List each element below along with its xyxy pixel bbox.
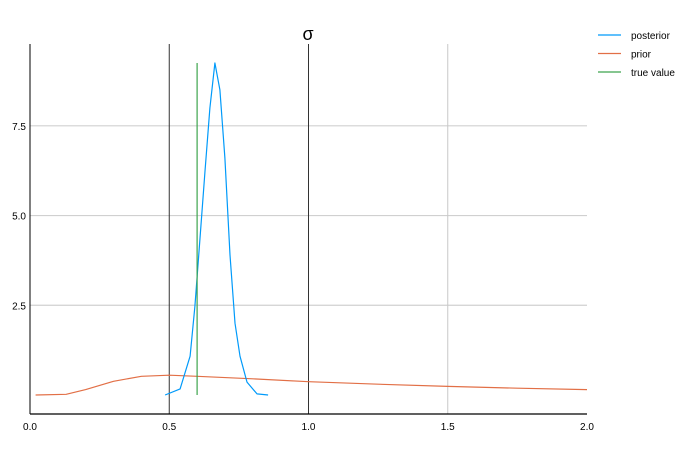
grid — [30, 44, 587, 414]
y-tick-label: 2.5 — [12, 301, 26, 312]
x-tick-label: 1.5 — [441, 422, 455, 433]
x-tick-label: 0.5 — [162, 422, 176, 433]
x-tick-label: 0.0 — [23, 422, 37, 433]
y-tick-label: 5.0 — [12, 212, 26, 223]
chart-title: σ — [302, 24, 313, 44]
series-layer — [35, 62, 588, 396]
axes: 2.5 5.0 7.5 0.0 0.5 1.0 1.5 2.0 — [12, 44, 594, 433]
y-tick-label: 7.5 — [12, 122, 26, 133]
series-line-posterior — [164, 62, 269, 396]
legend-label: prior — [631, 50, 652, 61]
x-tick-label: 1.0 — [302, 422, 316, 433]
legend-label: posterior — [631, 31, 671, 42]
x-tick-label: 2.0 — [580, 422, 594, 433]
legend: posterior prior true value — [598, 31, 675, 79]
series-line-prior — [35, 374, 588, 396]
legend-label: true value — [631, 68, 675, 79]
